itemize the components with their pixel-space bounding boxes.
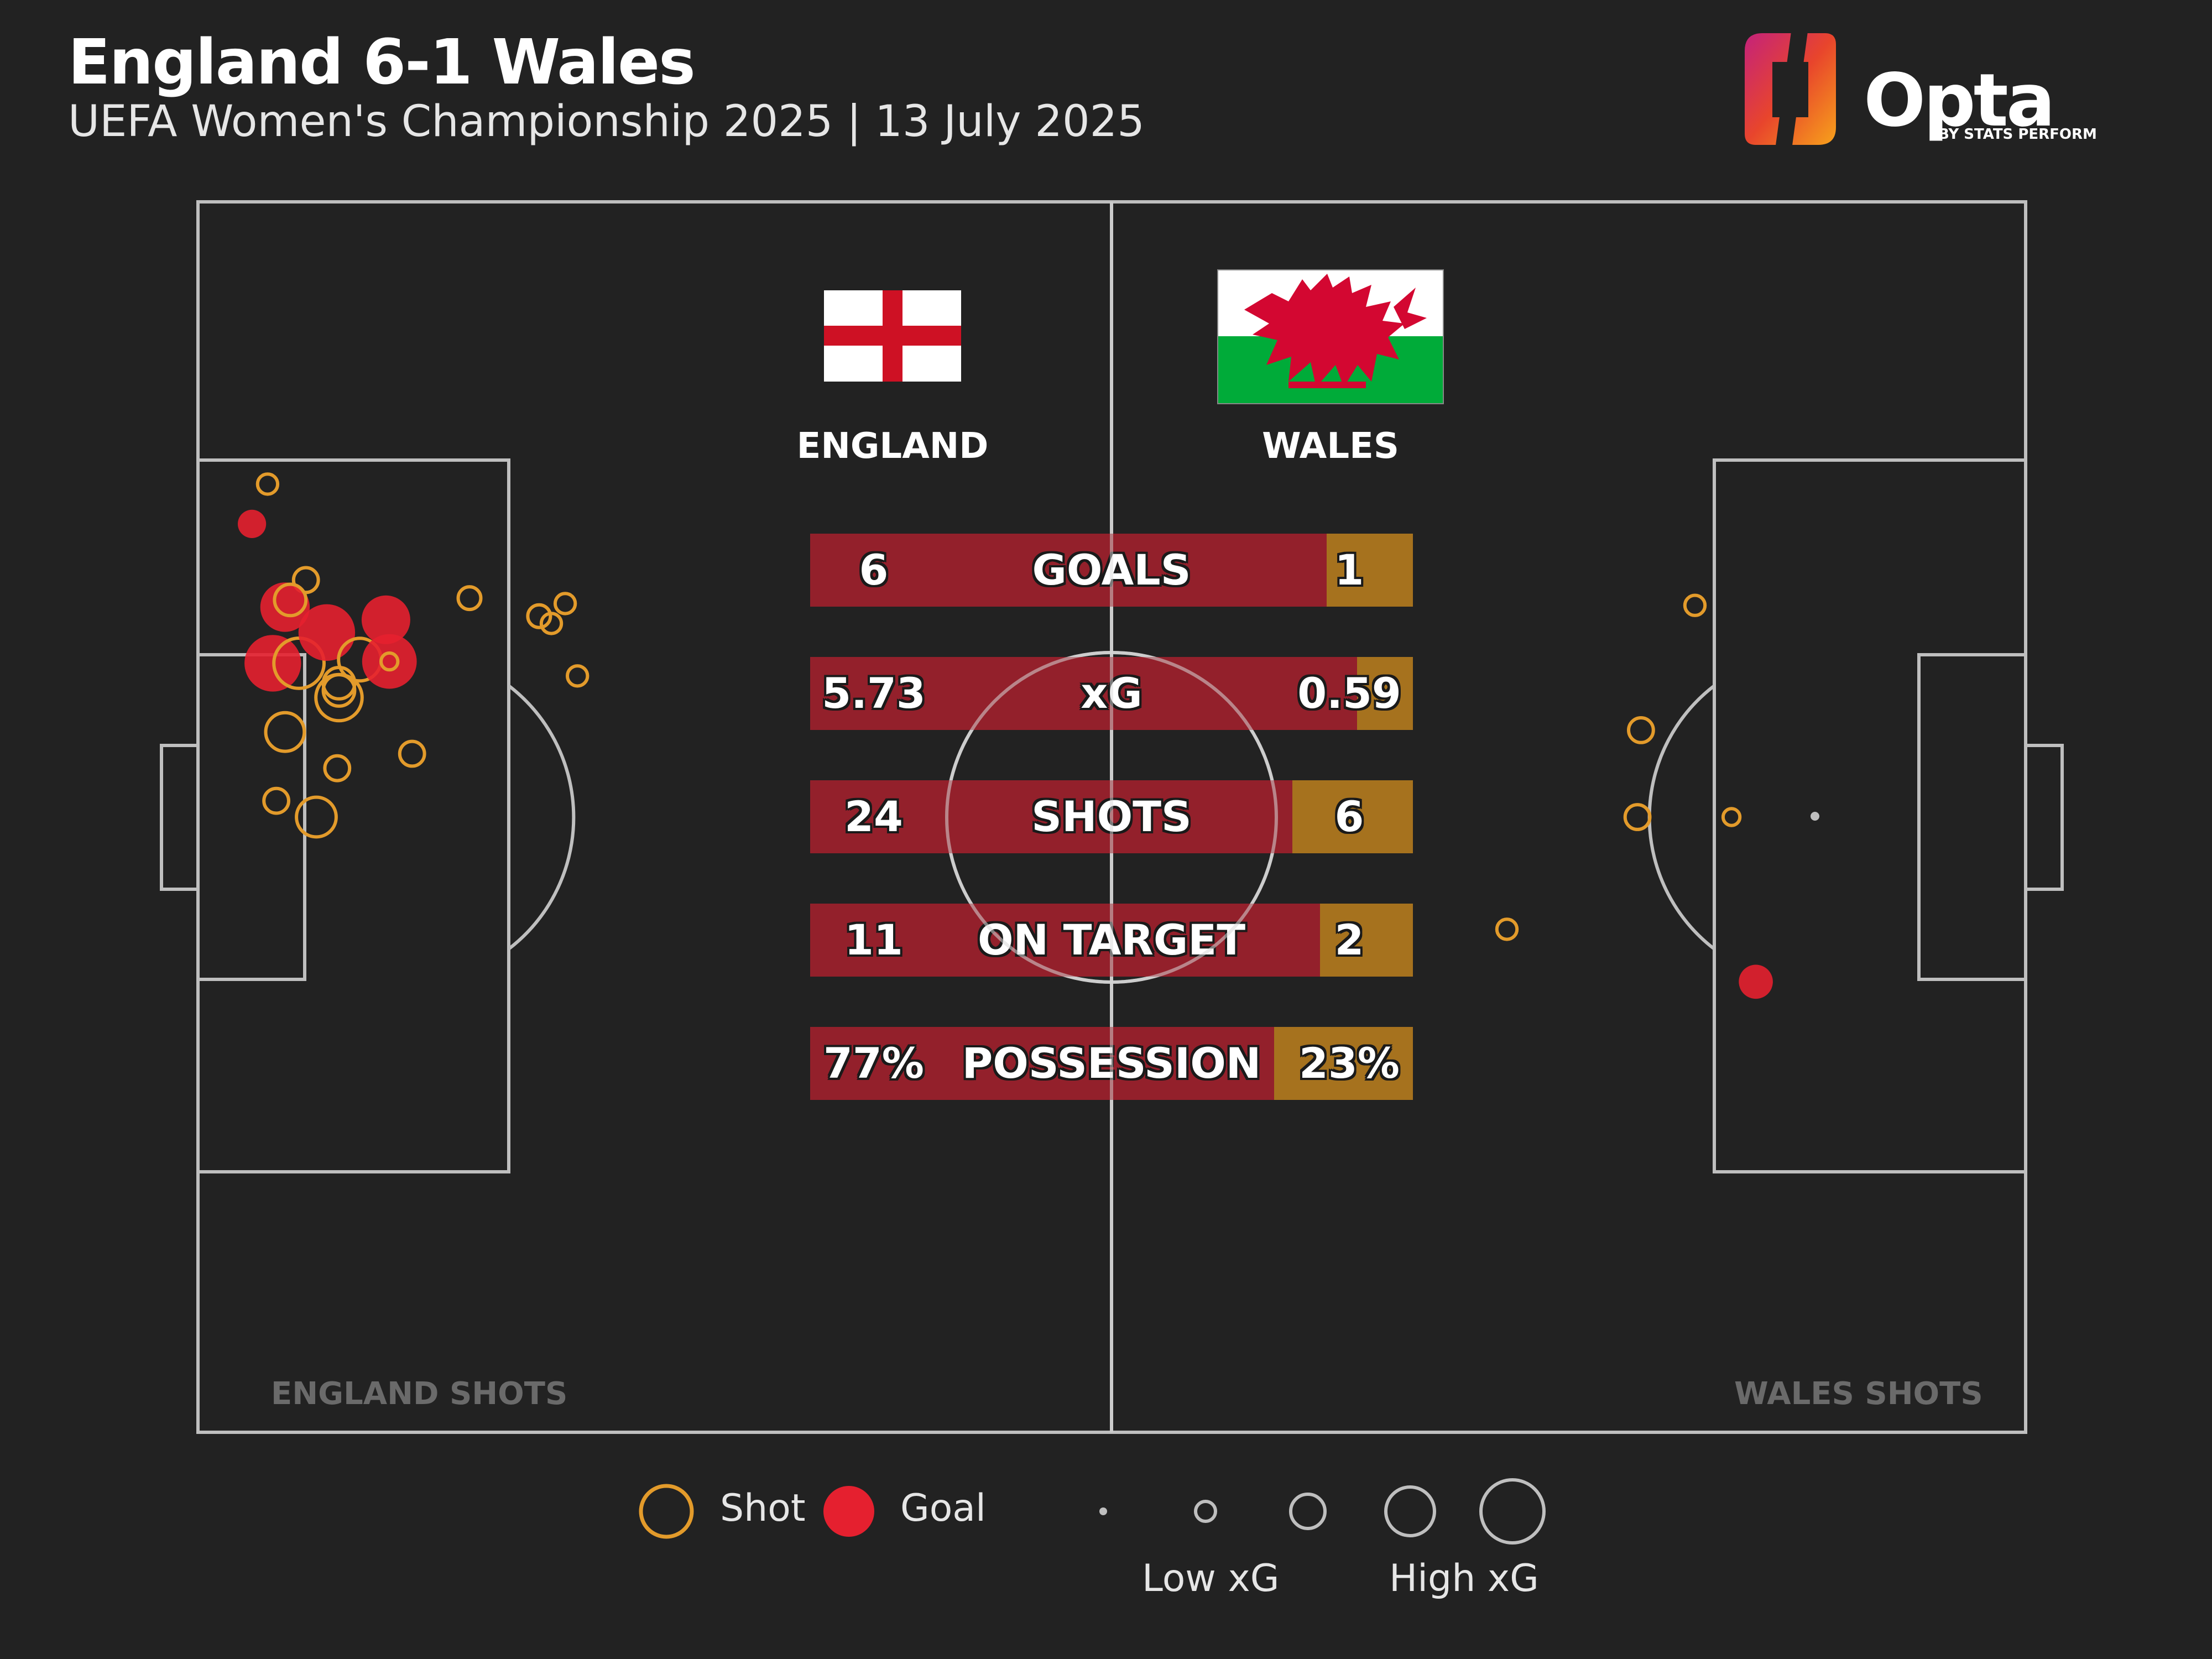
stat-label: ON TARGET	[977, 915, 1246, 964]
legend-high-xg-label: High xG	[1389, 1557, 1539, 1600]
stat-row: 6 GOALS 1	[810, 534, 1413, 607]
stat-label: xG	[1081, 669, 1142, 718]
legend-size-circle	[1194, 1500, 1217, 1523]
stat-away-bar	[1274, 1027, 1413, 1100]
stat-away-bar	[1292, 780, 1413, 853]
home-shot-marker	[295, 795, 338, 839]
away-shot-marker	[1623, 803, 1652, 831]
stat-row: 11 ON TARGET 2	[810, 904, 1413, 977]
home-shot-marker	[539, 612, 564, 635]
home-shot-marker	[456, 585, 483, 612]
page-subtitle: UEFA Women's Championship 2025 | 13 July…	[68, 97, 1145, 147]
home-shot-marker	[526, 603, 552, 629]
stat-row: 5.73 xG 0.59	[810, 657, 1413, 730]
home-shot-marker	[323, 754, 352, 782]
legend-markers	[639, 1478, 1546, 1545]
legend-goal-marker	[823, 1486, 874, 1537]
home-shot-marker	[273, 582, 308, 618]
legend-size-circle	[1099, 1507, 1107, 1515]
legend-size-circle	[1384, 1485, 1436, 1537]
legend-shot-marker	[639, 1484, 694, 1539]
home-shot-marker	[379, 651, 400, 672]
home-penalty-box	[196, 458, 510, 1173]
home-shot-marker	[264, 711, 306, 753]
home-shot-marker	[553, 592, 577, 615]
home-shots-caption: ENGLAND SHOTS	[271, 1376, 568, 1412]
home-six-yard-box	[196, 653, 306, 981]
away-goal	[2024, 744, 2064, 891]
home-shot-marker	[262, 786, 291, 815]
home-shot-marker	[321, 666, 357, 701]
away-penalty-spot	[1811, 812, 1819, 821]
legend-size-circle	[1289, 1493, 1327, 1530]
legend-xg-sizes	[1099, 1478, 1546, 1545]
stat-home-value: 5.73	[822, 669, 926, 718]
legend-shot-label: Shot	[720, 1486, 806, 1530]
away-six-yard-box	[1917, 653, 2027, 981]
stat-away-value: 0.59	[1297, 669, 1401, 718]
stat-home-value: 11	[844, 915, 903, 964]
stat-away-value: 6	[1334, 792, 1364, 841]
stat-away-bar	[1327, 534, 1413, 607]
legend-goal-label: Goal	[900, 1486, 986, 1530]
england-flag	[824, 290, 961, 382]
stat-row: 77% POSSESSION 23%	[810, 1027, 1413, 1100]
away-shot-marker	[1495, 917, 1519, 941]
stat-home-value: 77%	[823, 1039, 924, 1088]
away-shot-marker	[1721, 807, 1742, 827]
stat-label: GOALS	[1032, 545, 1191, 594]
home-shot-marker	[255, 472, 280, 496]
away-penalty-arc	[1647, 684, 1715, 951]
stat-away-bar	[1357, 657, 1413, 730]
home-penalty-arc	[508, 684, 576, 951]
opta-logo-icon	[1745, 28, 1836, 149]
home-shot-marker	[566, 664, 589, 688]
away-goal-marker	[1739, 964, 1773, 999]
home-goal-marker	[362, 634, 417, 689]
stat-away-value: 1	[1334, 545, 1364, 594]
wales-shots-layer	[1495, 593, 1773, 999]
england-shots-layer	[238, 472, 589, 839]
stat-away-value: 23%	[1299, 1039, 1400, 1088]
home-goal-marker	[238, 509, 267, 539]
away-shot-marker	[1627, 716, 1655, 744]
home-shot-marker	[272, 637, 326, 690]
dragon-icon	[1244, 274, 1427, 388]
away-shot-marker	[1683, 593, 1707, 617]
away-team-name: WALES	[1262, 426, 1399, 467]
home-shot-marker	[398, 739, 426, 768]
stat-home-value: 24	[844, 792, 903, 841]
legend-low-xg-label: Low xG	[1142, 1557, 1280, 1600]
away-shots-caption: WALES SHOTS	[1734, 1376, 1983, 1412]
away-penalty-box	[1713, 458, 2027, 1173]
home-shot-marker	[291, 566, 320, 594]
home-goal-marker	[260, 582, 310, 632]
stat-home-value: 6	[859, 545, 889, 594]
stat-away-bar	[1320, 904, 1413, 977]
stat-row: 24 SHOTS 6	[810, 780, 1413, 853]
home-goal-marker	[361, 595, 410, 644]
brand-byline: BY STATS PERFORM	[1938, 126, 2097, 143]
stat-label: SHOTS	[1031, 792, 1192, 841]
page-title: England 6-1 Wales	[68, 27, 696, 98]
home-goal	[160, 744, 200, 891]
home-team-name: ENGLAND	[796, 426, 989, 467]
legend-size-circle	[1479, 1478, 1546, 1545]
stat-home-bar	[810, 534, 1327, 607]
brand-name: Opta	[1864, 58, 2056, 143]
wales-flag	[1217, 269, 1444, 404]
stat-away-value: 2	[1334, 915, 1364, 964]
stat-label: POSSESSION	[962, 1039, 1261, 1088]
stat-home-bar	[810, 1027, 1274, 1100]
